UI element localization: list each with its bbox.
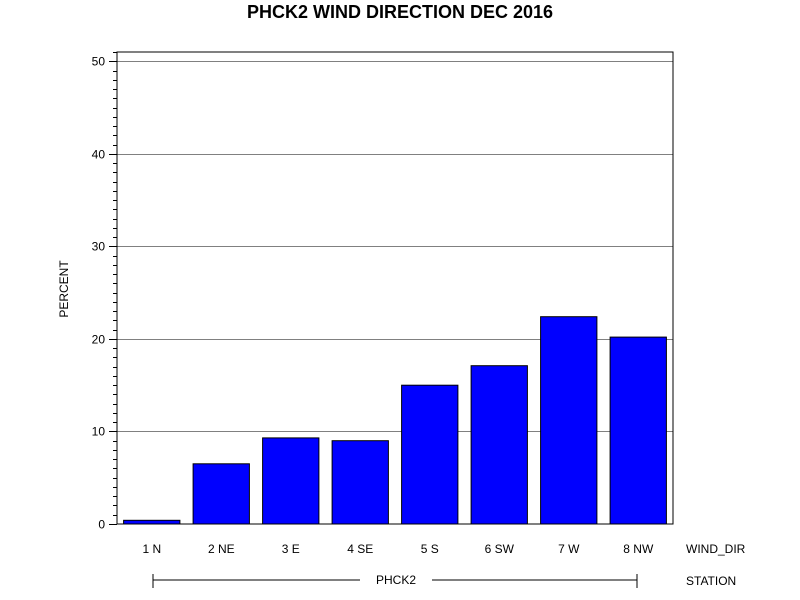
bar: [192, 463, 250, 525]
x-axis-label: WIND_DIR: [686, 542, 746, 556]
bar: [123, 519, 181, 525]
x-tick-label: 6 SW: [485, 542, 515, 556]
x-tick-label: 5 S: [421, 542, 439, 556]
y-tick-label: 50: [92, 55, 106, 69]
plot-frame: [116, 51, 674, 525]
y-tick-label: 40: [92, 148, 106, 162]
bar: [331, 440, 389, 525]
x-tick-label: 4 SE: [347, 542, 373, 556]
bar: [609, 336, 667, 525]
y-axis-label: PERCENT: [57, 260, 71, 318]
chart-title: PHCK2 WIND DIRECTION DEC 2016: [247, 2, 553, 22]
x-tick-label: 3 E: [282, 542, 300, 556]
x-tick-label: 7 W: [558, 542, 580, 556]
station-axis-label: STATION: [686, 574, 736, 588]
x-tick-label: 8 NW: [623, 542, 654, 556]
y-tick-label: 20: [92, 333, 106, 347]
station-value-label: PHCK2: [376, 573, 416, 587]
x-tick-label: 1 N: [142, 542, 161, 556]
y-tick-label: 0: [98, 518, 105, 532]
bars: [123, 316, 667, 525]
bar: [470, 365, 528, 525]
bar: [401, 384, 459, 525]
x-tick-label: 2 NE: [208, 542, 235, 556]
station-bracket: PHCK2: [152, 573, 638, 588]
bar: [540, 316, 598, 525]
y-tick-label: 30: [92, 240, 106, 254]
x-axis-tick-labels: 1 N 2 NE 3 E 4 SE 5 S 6 SW 7 W 8 NW: [142, 542, 654, 556]
bar: [262, 437, 320, 525]
y-axis-ticks: 0 10 20 30 40 50: [92, 52, 117, 532]
y-tick-label: 10: [92, 425, 106, 439]
